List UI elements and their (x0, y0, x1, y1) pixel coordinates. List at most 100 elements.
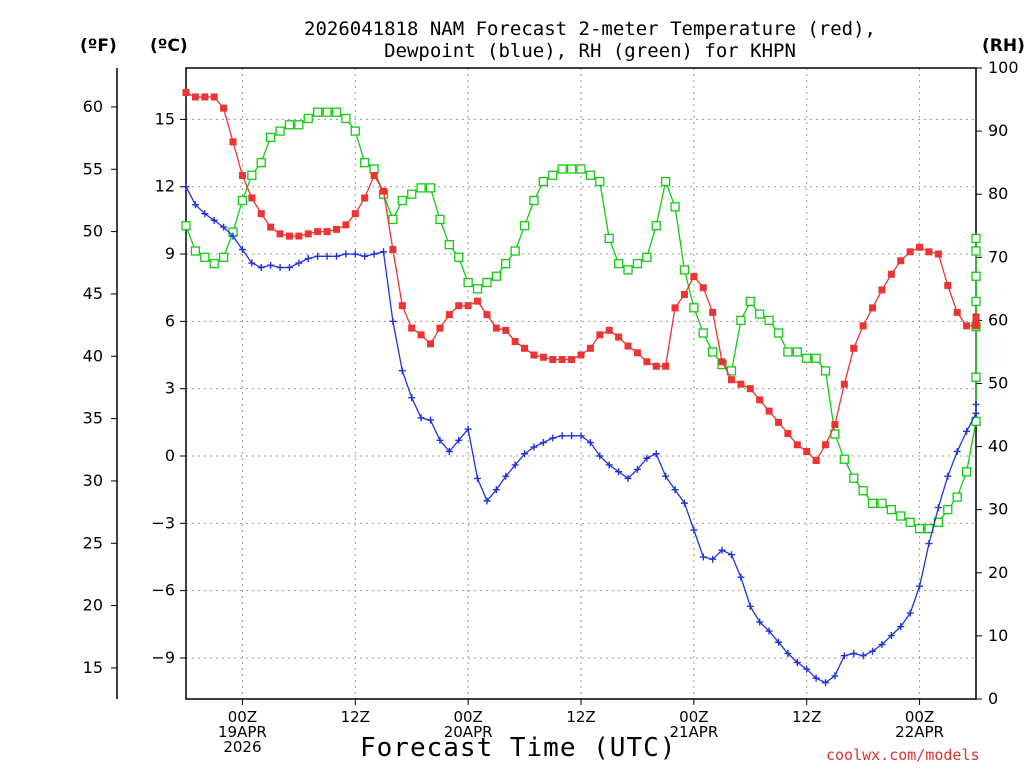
dewpoint-point (304, 255, 312, 263)
rh-point (745, 296, 755, 307)
rh-point (275, 126, 285, 136)
dewpoint-point (765, 627, 773, 635)
rh-point (341, 113, 351, 124)
temperature-point (878, 286, 886, 294)
celsius-tick-label: 0 (165, 446, 175, 465)
rh-point (284, 120, 295, 130)
x-tick-label: 21APR (669, 723, 718, 741)
fahrenheit-tick-label: 55 (83, 159, 103, 178)
temperature-point (276, 230, 284, 238)
temperature-point (944, 281, 952, 289)
rh-point (322, 107, 332, 117)
temperature-point (408, 324, 416, 332)
dewpoint-point (398, 367, 406, 375)
rh-point (425, 183, 436, 193)
x-tick-label: 19APR (218, 723, 267, 741)
rh-point (736, 315, 746, 326)
rh-point (971, 296, 981, 307)
temperature-point (831, 421, 839, 429)
rh-point (811, 353, 821, 363)
temperature-point (568, 356, 576, 364)
temperature-point (680, 290, 688, 298)
dewpoint-point (351, 250, 359, 258)
rh-point (566, 164, 577, 174)
x-tick-label: 12Z (792, 708, 821, 726)
temperature-point (727, 376, 735, 384)
temperature-point (662, 362, 670, 370)
rh-point (952, 492, 962, 502)
temperature-point (775, 418, 782, 426)
dewpoint-point (539, 439, 547, 447)
dewpoint-point (859, 652, 867, 660)
rh-point (435, 214, 445, 225)
temperature-point (549, 356, 557, 364)
rh-point (548, 170, 558, 180)
rh-point (585, 170, 596, 180)
x-tick-label: 00Z (453, 708, 482, 726)
temperature-point (201, 93, 209, 101)
dewpoint-point (680, 499, 688, 507)
dewpoint-point (370, 250, 378, 258)
temperature-point (624, 342, 632, 350)
dewpoint-point (445, 448, 453, 456)
dewpoint-point (756, 618, 764, 626)
rh-point (914, 523, 925, 534)
fahrenheit-tick-label: 45 (83, 284, 103, 303)
dewpoint-point (389, 317, 397, 325)
dewpoint-point (511, 461, 519, 469)
rh-point (849, 473, 859, 483)
dewpoint-point (276, 264, 284, 272)
temperature-point (332, 225, 340, 233)
dewpoint-point (615, 468, 623, 476)
rh-point (397, 195, 407, 206)
rh-tick-label: 40 (988, 437, 1008, 456)
rh-point (642, 252, 652, 262)
rh-point (190, 246, 201, 256)
dewpoint-point (699, 553, 707, 561)
temperature-point (784, 430, 792, 438)
rh-tick-label: 0 (988, 689, 998, 708)
dewpoint-point (332, 252, 340, 260)
rh-point (613, 258, 624, 269)
rh-point (237, 195, 248, 206)
temperature-point (887, 270, 895, 278)
celsius-tick-label: 6 (165, 311, 175, 330)
fahrenheit-tick-label: 60 (83, 97, 103, 116)
rh-point (698, 328, 708, 338)
rh-point (877, 498, 887, 509)
x-tick-label: 12Z (566, 708, 595, 726)
temperature-point (530, 351, 538, 359)
rh-point (896, 511, 906, 521)
rh-point (623, 265, 633, 275)
temperature-point (925, 248, 933, 256)
dewpoint-point (869, 647, 877, 655)
rh-tick-label: 80 (988, 184, 1008, 203)
dewpoint-point (248, 259, 256, 267)
dewpoint-point (953, 448, 961, 456)
rh-point (416, 183, 426, 193)
fahrenheit-tick-label: 35 (83, 409, 103, 428)
rh-point (200, 252, 210, 262)
rh-axis-unit: (RH) (982, 36, 1024, 56)
temperature-point (370, 172, 378, 179)
x-tick-label: 20APR (444, 723, 493, 741)
dewpoint-point (257, 264, 265, 272)
rh-point (679, 265, 690, 275)
dewpoint-point (944, 472, 952, 480)
dewpoint-point (662, 472, 670, 480)
rh-tick-label: 60 (988, 310, 1008, 329)
dewpoint-point (878, 640, 886, 648)
rh-point (350, 126, 360, 136)
rh-point (407, 189, 417, 199)
x-tick-label: 12Z (341, 708, 370, 726)
dewpoint-point (464, 425, 472, 433)
celsius-tick-label: 3 (165, 379, 175, 398)
temperature-point (963, 322, 971, 330)
dewpoint-markers (182, 183, 980, 687)
dewpoint-point (191, 201, 199, 209)
x-tick-label: 00Z (905, 708, 934, 726)
rh-point (971, 246, 981, 256)
dewpoint-point (633, 465, 641, 473)
dewpoint-point (361, 252, 369, 260)
